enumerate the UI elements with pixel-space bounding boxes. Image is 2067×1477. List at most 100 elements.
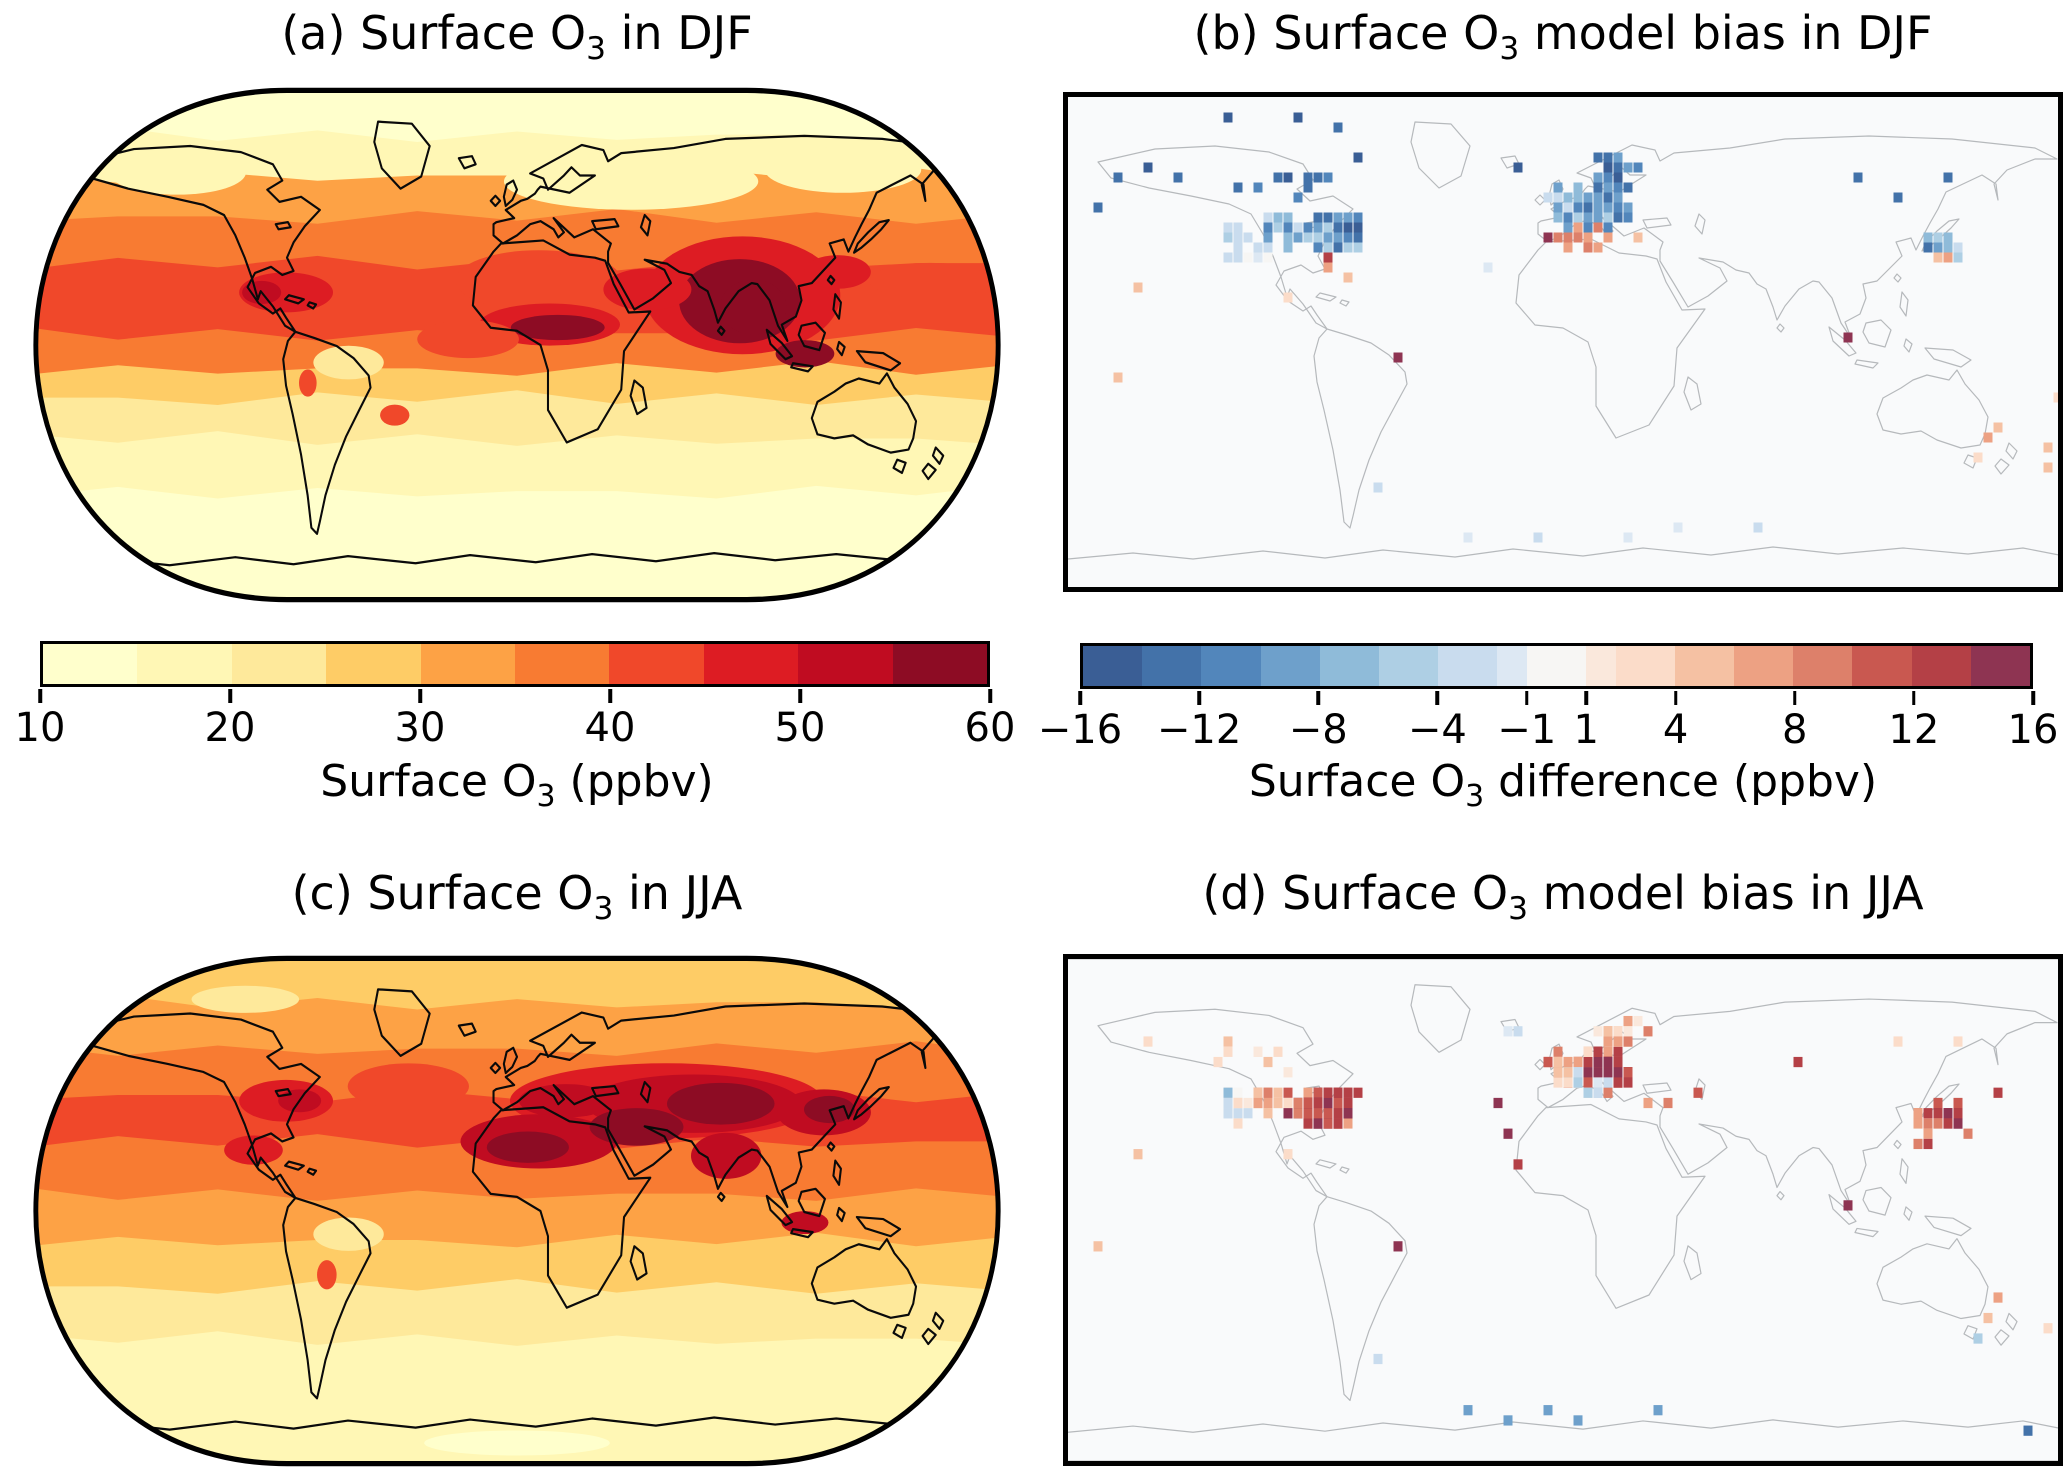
bias-cell (1563, 192, 1573, 203)
bias-cell (1143, 162, 1153, 173)
bias-cell (1303, 182, 1313, 193)
bias-cell (1953, 1118, 1963, 1129)
colorbar-tick (418, 689, 422, 703)
colorbar-bias-segments (1083, 646, 2030, 686)
bias-cell (1223, 222, 1233, 233)
bias-cell (1693, 1087, 1703, 1098)
bias-cell (1543, 1405, 1553, 1416)
bias-cell (1993, 1292, 2003, 1303)
bias-cell (1573, 1067, 1583, 1078)
bias-cell (1613, 1036, 1623, 1047)
bias-cell (1923, 1108, 1933, 1119)
bias-cell (1333, 1097, 1343, 1109)
colorbar-o3-label: Surface O3 (ppbv) (28, 756, 1006, 814)
bias-cell (1393, 1241, 1403, 1252)
bias-cell (1263, 212, 1273, 223)
colorbar-o3-segments (43, 644, 987, 684)
colorbar-tick (2031, 691, 2035, 705)
bias-cell (1613, 212, 1623, 223)
bias-cell (1953, 1108, 1963, 1119)
bias-cell (1273, 172, 1283, 183)
panel-d-title-suffix: model bias in JJA (1528, 866, 1924, 920)
bias-cell (1613, 202, 1623, 213)
bias-cell (1323, 222, 1333, 233)
colorbar-segment (1142, 646, 1202, 686)
bias-cell (1283, 172, 1293, 183)
bias-cell (1623, 532, 1633, 543)
bias-cell (1953, 1036, 1963, 1047)
bias-cell (1853, 172, 1863, 183)
bias-cell (1893, 192, 1903, 203)
bias-cell (1943, 172, 1953, 183)
bias-cell (1633, 232, 1643, 243)
colorbar-segment (1319, 646, 1379, 686)
bias-cell (1603, 1077, 1613, 1088)
colorbar-segment (1734, 646, 1794, 686)
bias-cell (1333, 1087, 1343, 1098)
colorbar-tick-label: −1 (1497, 707, 1557, 753)
bias-cell (1283, 242, 1293, 253)
bias-cell (1623, 202, 1633, 213)
bias-cell (1603, 182, 1613, 193)
bias-cell (1273, 1097, 1283, 1109)
bias-cell (1293, 1097, 1303, 1109)
colorbar-tick (988, 689, 992, 703)
bias-cell (1923, 232, 1933, 243)
bias-cell (1613, 162, 1623, 173)
bias-cell (1353, 1087, 1363, 1098)
bias-cell (1223, 1046, 1233, 1057)
bias-cell (1233, 1118, 1243, 1129)
bias-cell (1233, 182, 1243, 193)
bias-cell (1603, 162, 1613, 173)
bias-cell (1603, 192, 1613, 203)
bias-cell (1283, 232, 1293, 243)
bias-cell (1553, 1067, 1563, 1078)
bias-cell (1563, 242, 1573, 253)
bias-cell (1623, 1036, 1633, 1047)
bias-cell (1323, 232, 1333, 243)
map-field-JJA (35, 958, 999, 1464)
bias-cell (1283, 1067, 1293, 1078)
colorbar-segment (326, 644, 421, 684)
panel-d-title-subscript: 3 (1508, 891, 1529, 928)
bias-cell (1263, 252, 1273, 263)
bias-cell (1593, 192, 1603, 203)
colorbar-tick (1316, 691, 1320, 705)
bias-cell (1583, 242, 1593, 253)
colorbar-segment (1260, 646, 1320, 686)
bias-cell (1593, 222, 1603, 233)
bias-cell (1623, 1077, 1633, 1088)
colorbar-segment (1201, 646, 1261, 686)
bias-cell (1613, 182, 1623, 193)
bias-cell (1343, 272, 1353, 283)
bias-cell (1933, 232, 1943, 243)
bias-cell (1583, 1077, 1593, 1088)
bias-cell (1303, 1087, 1313, 1098)
bias-cell (1293, 192, 1303, 203)
bias-cell (1353, 242, 1363, 253)
colorbar-segment (231, 644, 327, 684)
bias-cell (1273, 1087, 1283, 1098)
colorbar-bias-ticks: −16 −12 −8 −4 −1 1 4 8 12 16 (1038, 691, 2058, 761)
colorbar-segment (420, 644, 515, 684)
bias-cell (1573, 1415, 1583, 1426)
bias-cell (1253, 252, 1263, 263)
bias-cell (1493, 1097, 1503, 1109)
panel-a-title-subscript: 3 (586, 31, 607, 68)
o3-bias-map-jja (1063, 954, 2063, 1466)
bias-cell (1993, 422, 2003, 433)
bias-cell (1333, 232, 1343, 243)
bias-cell (1563, 202, 1573, 213)
panel-d-title: (d) Surface O3 model bias in JJA (1063, 866, 2063, 929)
bias-cell (1323, 252, 1333, 263)
colorbar-tick-label: 50 (774, 705, 826, 751)
bias-cell (1263, 222, 1273, 233)
bias-cell (1553, 1056, 1563, 1068)
bias-cell (1243, 252, 1253, 263)
bias-cell (1243, 232, 1253, 243)
bias-cell (1603, 232, 1613, 243)
bias-cell (1673, 522, 1683, 533)
bias-cell (1283, 222, 1293, 233)
colorbar-o3-label-suffix: (ppbv) (555, 756, 714, 807)
colorbar-segment (1852, 646, 1912, 686)
